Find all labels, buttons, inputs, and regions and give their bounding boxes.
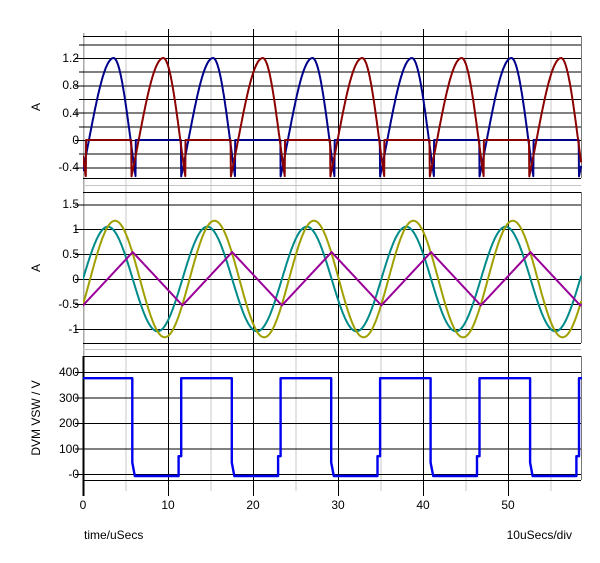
y-tick-label: -1 — [68, 321, 79, 336]
y-tick-label: 0 — [72, 133, 79, 147]
y-tick-label: 1.5 — [62, 197, 79, 212]
y-tick-label: 1 — [72, 222, 79, 237]
sine-current-teal-trace — [83, 225, 582, 333]
plot2-traces — [83, 219, 582, 339]
x-tick-label: 30 — [331, 498, 345, 512]
y-tick-label: -0 — [68, 467, 79, 481]
switch-node-voltage-trace — [83, 377, 582, 478]
plot2-area[interactable] — [83, 192, 581, 343]
plot1-traces — [83, 57, 582, 178]
x-tick-label: 20 — [246, 498, 260, 512]
y-tick-label: 0.8 — [62, 78, 79, 93]
y-tick-label: 0.5 — [62, 247, 79, 262]
sine-current-olive-trace — [83, 219, 582, 339]
y-tick-label: 1.2 — [62, 51, 79, 66]
y-tick-label: 100 — [58, 441, 79, 456]
y-tick-label: 200 — [58, 416, 79, 431]
x-scale-per-div-label: 10uSecs/div — [506, 528, 572, 542]
rectifier-current-2-trace — [83, 57, 582, 178]
x-tick-label: 0 — [79, 498, 87, 512]
y-tick-label: 400 — [58, 365, 79, 380]
magnetizing-current-triangle-trace — [83, 251, 582, 307]
plot3-traces — [83, 377, 582, 478]
x-tick-label: 10 — [161, 498, 175, 512]
y-tick-label: 300 — [58, 390, 79, 405]
x-tick-label: 40 — [416, 498, 430, 512]
y-tick-label: 0 — [72, 272, 79, 286]
y-tick-label: -0.5 — [58, 296, 79, 311]
x-axis-title: time/uSecs — [84, 528, 144, 542]
rectifier-current-1-trace — [83, 57, 582, 178]
y-tick-label: 0.4 — [62, 105, 79, 120]
x-tick-label: 50 — [501, 498, 515, 512]
y-tick-label: -0.4 — [58, 160, 79, 175]
